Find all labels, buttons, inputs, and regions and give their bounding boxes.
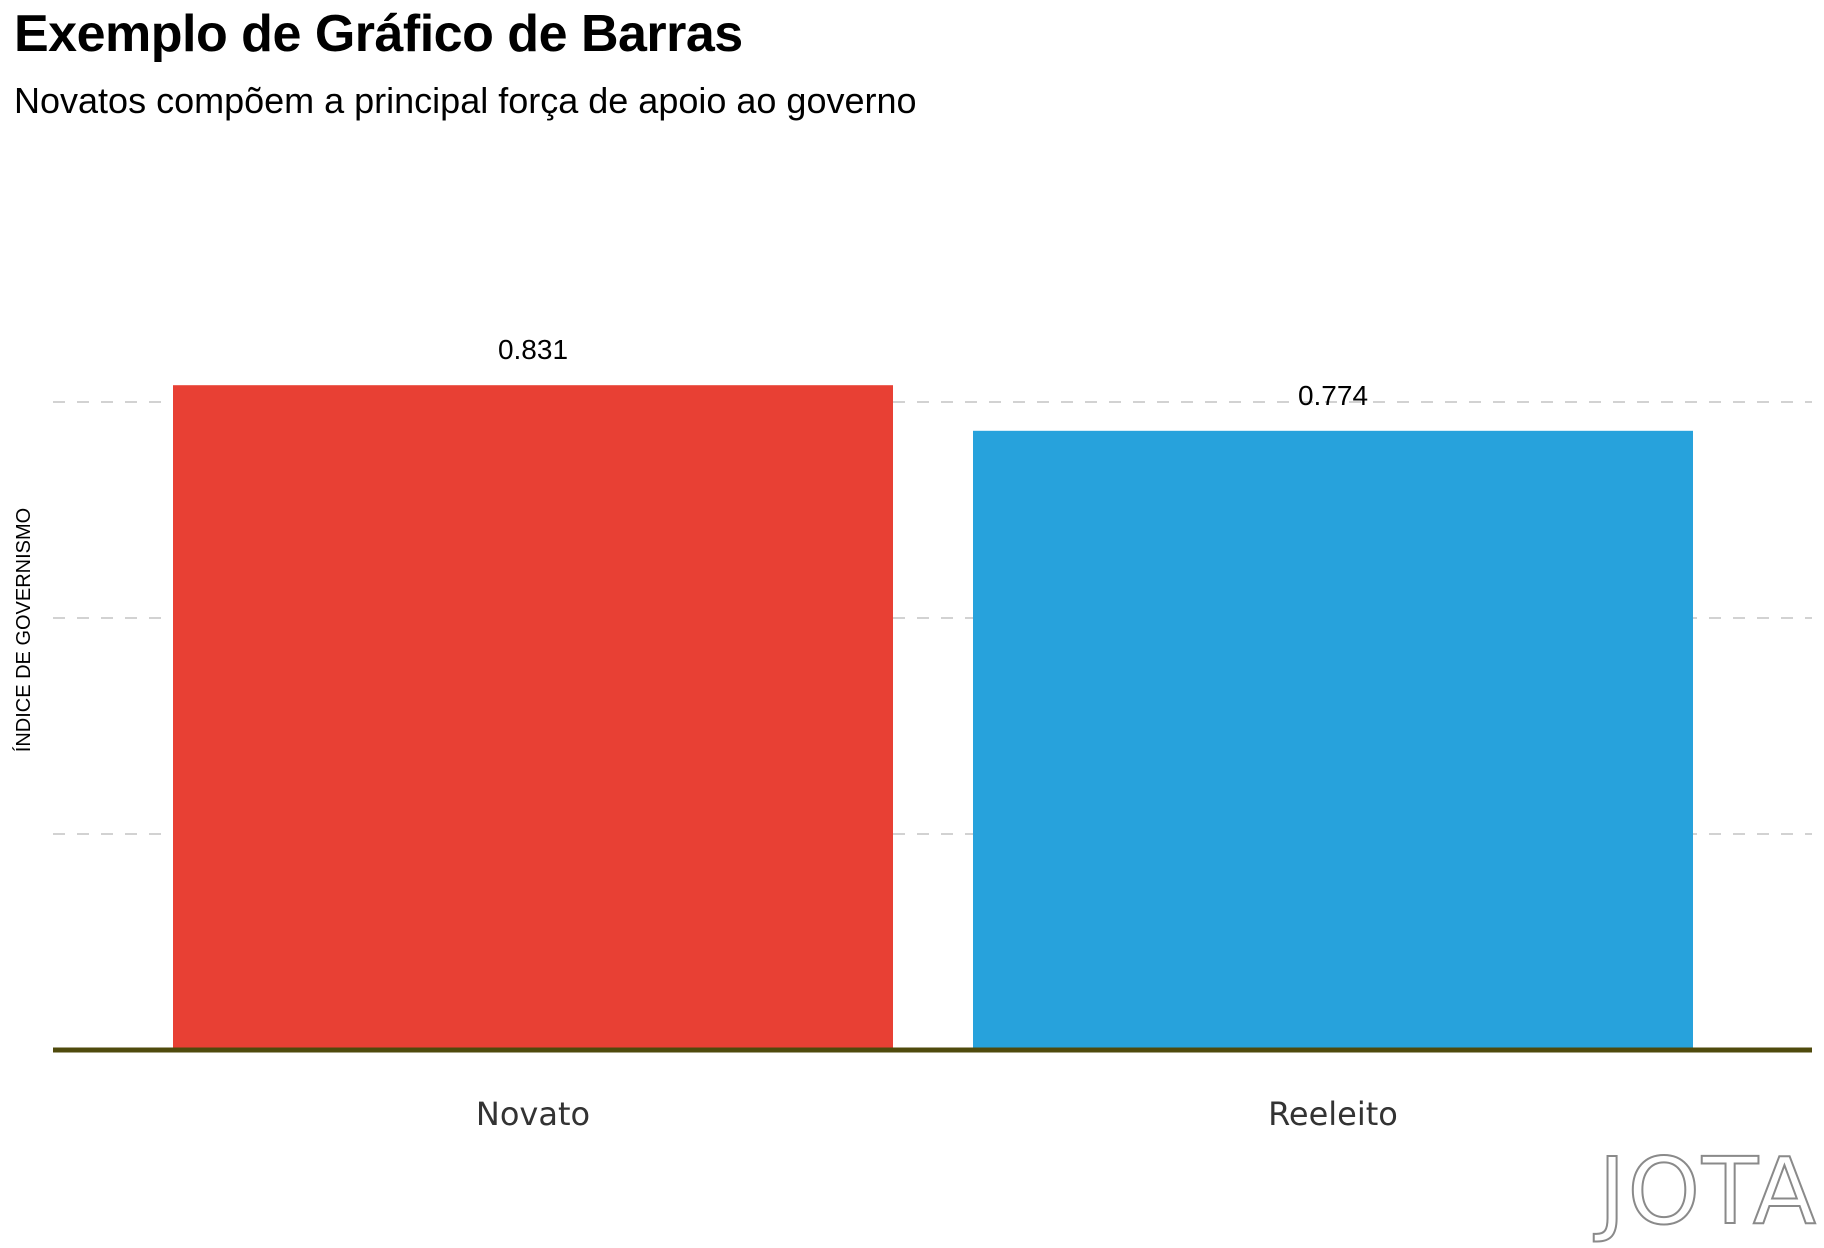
- bar-novato: [173, 385, 893, 1050]
- x-tick-reeleito: Reeleito: [1268, 1095, 1398, 1133]
- data-label-reeleito: 0.774: [1298, 380, 1368, 411]
- bar-reeleito: [973, 430, 1693, 1050]
- data-label-novato: 0.831: [498, 334, 568, 365]
- y-axis-label: ÍNDICE DE GOVERNISMO: [12, 508, 35, 752]
- data-labels: 0.831 0.774: [498, 334, 1368, 411]
- x-tick-labels: Novato Reeleito: [476, 1095, 1398, 1133]
- chart-subtitle: Novatos compõem a principal força de apo…: [14, 80, 917, 121]
- jota-logo: JOTA: [1597, 1138, 1818, 1245]
- chart-title: Exemplo de Gráfico de Barras: [14, 5, 743, 63]
- bars: [173, 385, 1693, 1050]
- x-tick-novato: Novato: [476, 1095, 590, 1133]
